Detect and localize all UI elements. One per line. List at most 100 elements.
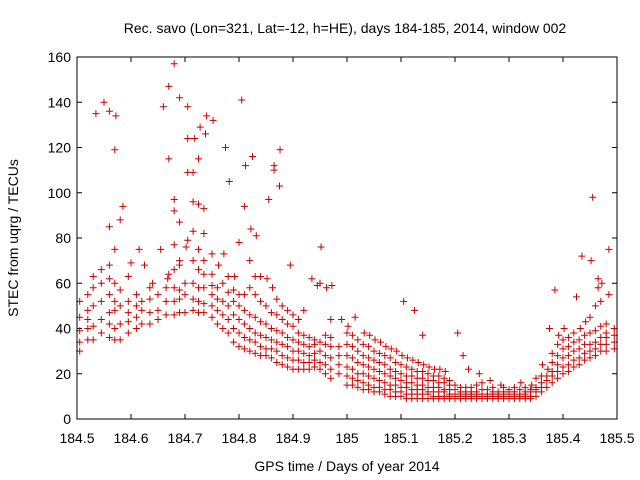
data-point	[246, 257, 254, 265]
data-point	[348, 365, 356, 373]
data-point	[538, 361, 546, 369]
data-point	[230, 311, 238, 319]
data-point	[278, 302, 286, 310]
data-point	[564, 361, 572, 369]
data-point	[343, 363, 351, 371]
data-point	[554, 361, 562, 369]
data-point	[220, 250, 228, 258]
data-point	[240, 306, 248, 314]
data-point	[262, 334, 270, 342]
data-point	[300, 306, 308, 314]
data-point	[135, 245, 143, 253]
data-point	[386, 365, 394, 373]
data-point	[224, 302, 232, 310]
data-point	[351, 313, 359, 321]
data-point	[97, 266, 105, 274]
data-point	[408, 372, 416, 380]
data-point	[89, 302, 97, 310]
data-point	[270, 162, 278, 170]
data-point	[294, 315, 302, 323]
data-point	[575, 345, 583, 353]
data-point	[586, 329, 594, 337]
data-point	[84, 325, 92, 332]
data-point	[262, 352, 270, 360]
data-point	[365, 372, 373, 380]
data-point	[208, 291, 216, 299]
data-point	[235, 329, 243, 337]
data-point	[246, 347, 254, 355]
data-point	[138, 306, 146, 314]
data-point	[154, 315, 162, 323]
chart-title: Rec. savo (Lon=321, Lat=-12, h=HE), days…	[124, 20, 567, 36]
data-point	[335, 352, 343, 360]
data-point	[425, 363, 433, 371]
data-point	[343, 329, 351, 337]
data-point	[154, 306, 162, 314]
data-point	[276, 146, 284, 154]
data-point	[219, 279, 227, 287]
data-point	[570, 338, 578, 346]
data-point	[559, 354, 567, 362]
data-point	[170, 311, 178, 319]
data-point	[335, 343, 343, 351]
data-point	[375, 358, 383, 366]
data-point	[359, 340, 367, 348]
data-point	[597, 322, 605, 330]
data-point	[327, 315, 335, 323]
data-point	[111, 146, 119, 154]
data-point	[111, 306, 119, 314]
data-point	[546, 325, 553, 332]
x-tick-label: 185.3	[491, 430, 526, 446]
data-point	[424, 370, 432, 378]
data-point	[387, 345, 395, 353]
data-point	[184, 236, 192, 244]
data-point	[543, 383, 551, 391]
data-point	[327, 334, 335, 342]
data-point	[257, 318, 265, 326]
data-point	[249, 153, 256, 161]
data-point	[240, 202, 248, 210]
data-point	[251, 291, 259, 299]
data-point	[564, 367, 572, 375]
data-point	[338, 315, 346, 323]
data-point	[157, 245, 165, 253]
data-point	[116, 320, 124, 328]
data-point	[92, 110, 100, 118]
data-point	[289, 336, 297, 344]
data-point	[294, 338, 302, 346]
data-point	[435, 372, 443, 380]
data-point	[273, 311, 281, 319]
data-point	[252, 232, 260, 240]
data-point	[381, 361, 389, 369]
data-point	[224, 288, 232, 296]
data-point	[414, 358, 422, 366]
data-point	[321, 331, 329, 339]
data-point	[554, 352, 562, 360]
data-point	[516, 386, 524, 394]
data-point	[500, 383, 508, 391]
data-point	[189, 227, 197, 235]
data-point	[170, 266, 178, 274]
data-point	[376, 338, 384, 346]
data-point	[208, 250, 216, 258]
data-point	[591, 345, 599, 353]
data-point	[97, 315, 105, 323]
data-point	[570, 356, 578, 364]
data-point	[165, 82, 173, 90]
data-point	[375, 383, 383, 391]
data-point	[124, 318, 132, 326]
data-point	[202, 130, 210, 138]
data-point	[305, 358, 313, 366]
data-point	[586, 354, 594, 362]
data-point	[589, 193, 597, 201]
data-point	[397, 361, 405, 369]
data-point	[386, 354, 394, 362]
data-point	[214, 261, 222, 269]
data-point	[548, 349, 556, 357]
data-point	[176, 94, 184, 102]
data-point	[587, 257, 595, 265]
data-point	[575, 361, 583, 369]
data-point	[162, 297, 170, 305]
data-point	[225, 177, 233, 185]
